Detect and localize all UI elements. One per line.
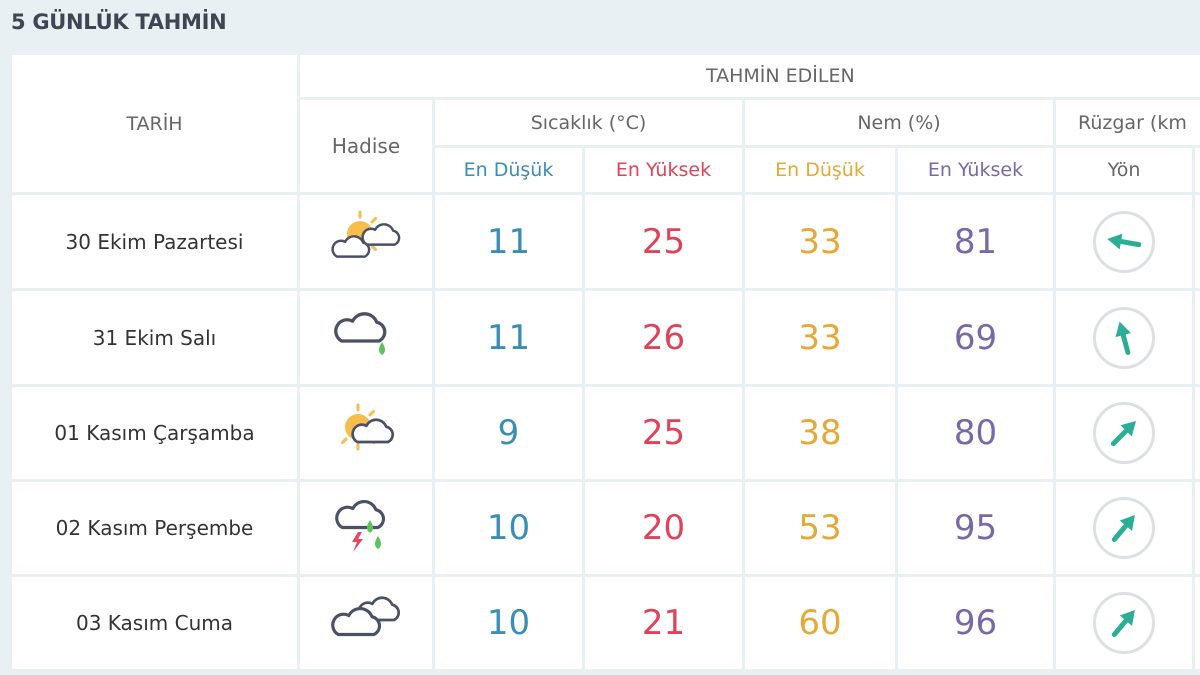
- humidity-min: 38: [745, 387, 895, 479]
- weather-icon-cell: [300, 291, 432, 384]
- weather-icon-cell: [300, 577, 432, 669]
- temp-max: 20: [585, 482, 742, 574]
- humidity-min: 53: [745, 482, 895, 574]
- wind-direction-cell: [1056, 291, 1192, 384]
- row-extra: [1195, 195, 1200, 288]
- row-extra: [1195, 482, 1200, 574]
- wind-direction-cell: [1056, 482, 1192, 574]
- humidity-min: 33: [745, 291, 895, 384]
- wind-compass: [1093, 210, 1155, 273]
- row-date: 02 Kasım Perşembe: [12, 482, 297, 574]
- temp-min: 10: [435, 482, 582, 574]
- wind-direction-cell: [1056, 387, 1192, 479]
- partly-cloudy-icon: [340, 403, 395, 451]
- weather-icon-cell: [300, 387, 432, 479]
- temp-min: 9: [435, 387, 582, 479]
- temp-max: 21: [585, 577, 742, 669]
- forecast-table: TARİH TAHMİN EDİLEN Hadise Sıcaklık (°C)…: [12, 55, 1200, 669]
- temp-min: 11: [435, 195, 582, 288]
- row-extra: [1195, 291, 1200, 384]
- wind-arrow-icon: [1111, 609, 1135, 637]
- weather-icon-cell: [300, 195, 432, 288]
- wind-arrow-icon: [1110, 420, 1137, 447]
- thunderstorm-rain-icon: [335, 499, 386, 552]
- header-hum-max: En Yüksek: [898, 148, 1053, 192]
- header-yon: Yön: [1056, 148, 1192, 192]
- header-nem: Nem (%): [745, 100, 1053, 145]
- row-date: 03 Kasım Cuma: [12, 577, 297, 669]
- temp-min: 11: [435, 291, 582, 384]
- header-ruzgar: Rüzgar (km: [1056, 100, 1200, 145]
- wind-arrow-icon: [1111, 514, 1135, 542]
- humidity-min: 60: [745, 577, 895, 669]
- header-empty: [1195, 148, 1200, 192]
- row-extra: [1195, 577, 1200, 669]
- header-temp-min: En Düşük: [435, 148, 582, 192]
- humidity-min: 33: [745, 195, 895, 288]
- row-date: 01 Kasım Çarşamba: [12, 387, 297, 479]
- row-extra: [1195, 387, 1200, 479]
- header-sicaklik: Sıcaklık (°C): [435, 100, 742, 145]
- header-hum-min: En Düşük: [745, 148, 895, 192]
- wind-direction-cell: [1056, 195, 1192, 288]
- temp-max: 26: [585, 291, 742, 384]
- cloud-light-rain-icon: [334, 311, 387, 355]
- cloudy-icon: [331, 596, 401, 637]
- wind-arrow-icon: [1115, 321, 1131, 355]
- header-tarih: TARİH: [12, 55, 297, 192]
- wind-compass: [1093, 497, 1155, 559]
- humidity-max: 81: [898, 195, 1053, 288]
- temp-max: 25: [585, 195, 742, 288]
- weather-icon-cell: [300, 482, 432, 574]
- temp-min: 10: [435, 577, 582, 669]
- wind-compass: [1093, 306, 1155, 369]
- wind-compass: [1093, 592, 1155, 654]
- humidity-max: 96: [898, 577, 1053, 669]
- header-hadise: Hadise: [300, 100, 432, 192]
- header-temp-max: En Yüksek: [585, 148, 742, 192]
- humidity-max: 80: [898, 387, 1053, 479]
- header-tahmin-edilen: TAHMİN EDİLEN: [300, 55, 1200, 97]
- wind-compass: [1093, 402, 1155, 464]
- temp-max: 25: [585, 387, 742, 479]
- wind-arrow-icon: [1107, 233, 1142, 249]
- row-date: 30 Ekim Pazartesi: [12, 195, 297, 288]
- wind-direction-cell: [1056, 577, 1192, 669]
- humidity-max: 69: [898, 291, 1053, 384]
- row-date: 31 Ekim Salı: [12, 291, 297, 384]
- humidity-max: 95: [898, 482, 1053, 574]
- partly-cloudy-two-clouds-icon: [331, 210, 401, 258]
- page-title: 5 GÜNLÜK TAHMİN: [11, 10, 227, 34]
